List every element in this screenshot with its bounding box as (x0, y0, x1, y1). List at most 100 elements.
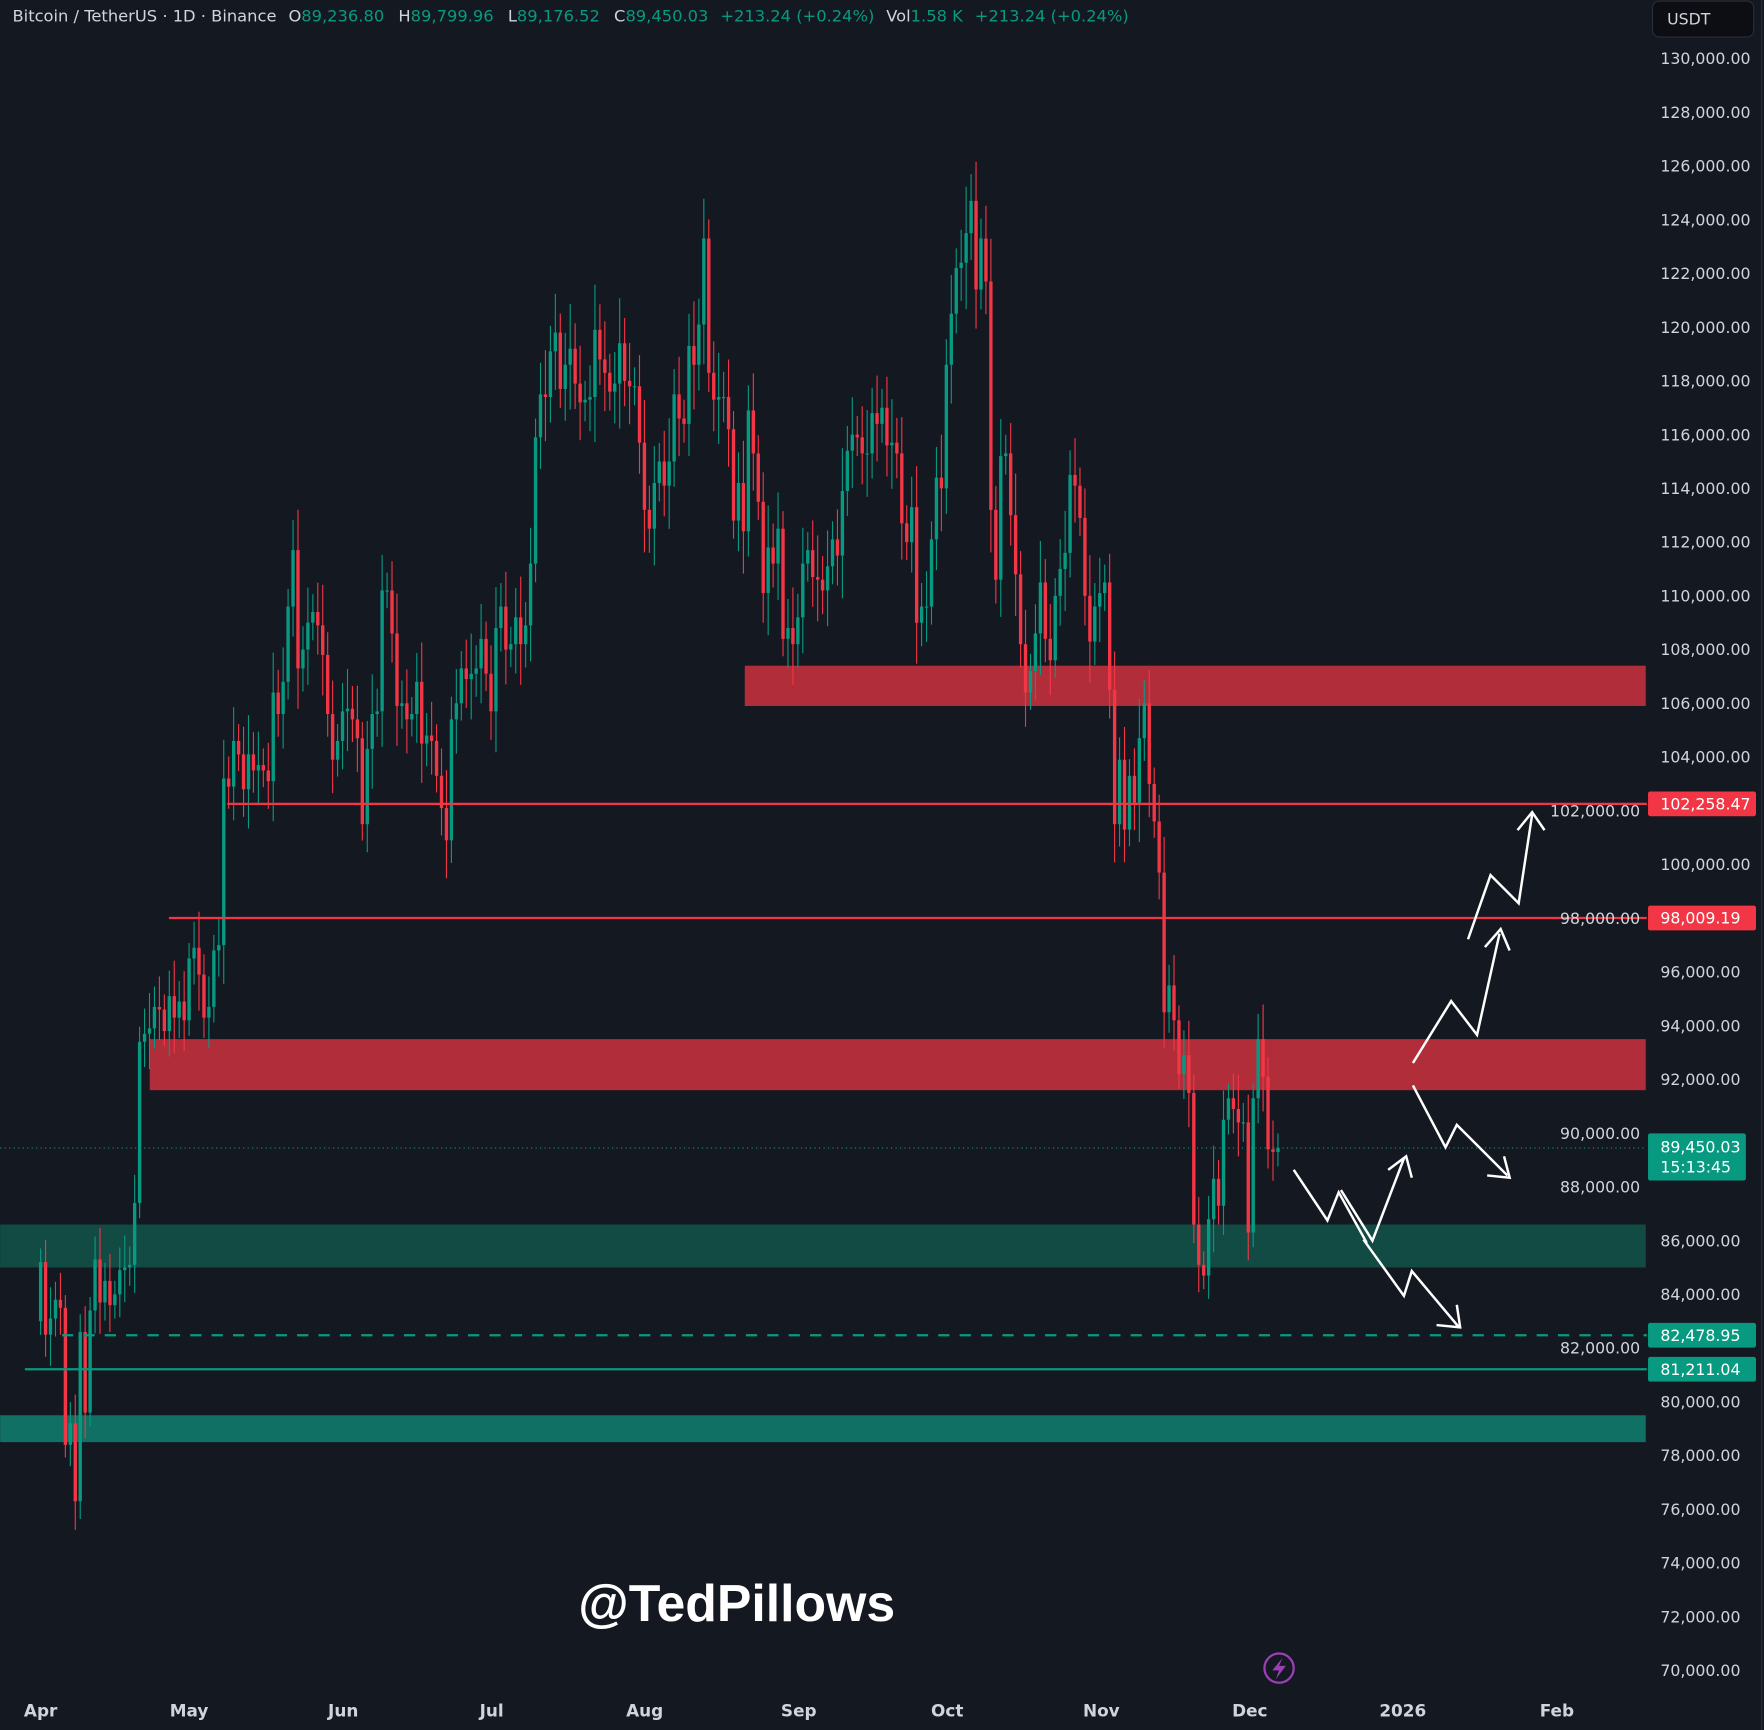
candle-body (578, 383, 582, 403)
candle-body (776, 528, 780, 564)
arrow-path-rejection[interactable] (1411, 1084, 1509, 1177)
y-tick-label: 120,000.00 (1660, 318, 1750, 337)
y-tick-label: 94,000.00 (1660, 1016, 1740, 1035)
candle-body (1157, 821, 1161, 873)
y-tick-label: 124,000.00 (1660, 210, 1750, 229)
candle-body (919, 606, 924, 623)
candle-body (1058, 568, 1062, 596)
y-tick-label: 74,000.00 (1660, 1554, 1740, 1573)
last-price-label: 89,450.03 (1660, 1137, 1740, 1156)
candle-body (830, 539, 835, 567)
candle-body (603, 359, 607, 373)
candle-body (1142, 703, 1146, 739)
candle-body (400, 703, 404, 706)
candle-body (1246, 1122, 1250, 1233)
candle-body (895, 442, 899, 454)
arrow-path-breakdown[interactable] (1362, 1238, 1460, 1329)
candle-body (494, 628, 498, 712)
x-tick-label: Nov (1083, 1701, 1120, 1721)
candle-body (256, 765, 261, 771)
candle-body (271, 692, 275, 782)
candle-body (504, 606, 508, 650)
candle-body (746, 410, 751, 532)
candle-body (865, 453, 869, 455)
candle-body (132, 1203, 137, 1265)
candle-body (1063, 552, 1067, 569)
candle-body (1013, 515, 1018, 575)
candle-body (207, 1006, 211, 1018)
open-value: 89,236.80 (301, 6, 384, 25)
candle-body (1018, 574, 1023, 645)
candle-body (1043, 582, 1048, 639)
last-price-tag (1648, 1133, 1746, 1181)
symbol-title[interactable]: Bitcoin / TetherUS · 1D · Binance (13, 6, 277, 25)
candle-body (335, 740, 340, 760)
candle-body (113, 1294, 117, 1306)
arrow-head (1487, 1156, 1512, 1180)
candle-body (692, 345, 696, 365)
projection-arrows[interactable] (1292, 810, 1546, 1329)
candle-body (1088, 595, 1092, 642)
candle-body (1137, 738, 1142, 803)
candle-body (1197, 1224, 1201, 1265)
x-tick-label: Aug (626, 1701, 663, 1721)
candle-body (385, 590, 389, 592)
candle-body (845, 450, 850, 492)
candle-body (954, 268, 958, 314)
candle-body (429, 735, 434, 741)
arrow-path-down-to-support[interactable] (1292, 1169, 1368, 1244)
candle-body (58, 1299, 63, 1308)
candle-body (1241, 1122, 1245, 1124)
arrow-path-breakout-1[interactable] (1411, 933, 1501, 1064)
candle-body (479, 638, 483, 669)
candle-body (1038, 582, 1043, 634)
candle-body (1048, 638, 1052, 661)
level-price-tag (1648, 791, 1756, 817)
candle-body (934, 477, 939, 540)
candle-body (835, 539, 840, 556)
lightning-icon[interactable] (1263, 1652, 1295, 1684)
candle-body (924, 606, 929, 608)
candle-body (1256, 1039, 1260, 1099)
candle-body (890, 442, 894, 446)
candle-body (73, 1423, 77, 1502)
candle-body (276, 692, 280, 715)
candle-body (994, 509, 998, 580)
y-tick-label: 84,000.00 (1660, 1285, 1740, 1304)
candle-body (726, 397, 731, 430)
resistance-zone (149, 1039, 1646, 1091)
candle-body (316, 611, 320, 626)
candle-body (311, 611, 315, 623)
x-tick-label: Jun (327, 1701, 358, 1721)
candle-body (514, 617, 518, 645)
candle-body (246, 754, 251, 790)
candle-body (642, 442, 647, 510)
candle-body (1083, 517, 1087, 596)
y-tick-label: 122,000.00 (1660, 264, 1750, 283)
candle-body (999, 456, 1003, 580)
candle-body (939, 477, 944, 489)
candle-body (152, 1006, 157, 1029)
candle-body (984, 238, 988, 282)
candle-body (167, 996, 171, 1032)
currency-button[interactable]: USDT (1651, 0, 1755, 38)
candle-body (914, 507, 919, 623)
candle-body (618, 343, 622, 384)
candle-body (93, 1259, 97, 1311)
price-axis[interactable] (1646, 0, 1764, 1730)
arrow-path-breakout-2[interactable] (1466, 814, 1534, 940)
candle-body (543, 394, 548, 398)
candle-body (78, 1331, 82, 1502)
candle-body (415, 681, 419, 715)
candle-body (568, 348, 572, 365)
candle-body (128, 1264, 132, 1268)
arrow-path-bounce-up[interactable] (1339, 1158, 1406, 1244)
candle-body (929, 539, 934, 607)
x-tick-label: Sep (781, 1701, 817, 1721)
candle-body (63, 1307, 68, 1445)
y-tick-label: 72,000.00 (1660, 1607, 1740, 1626)
candle-body (1226, 1098, 1231, 1120)
y-tick-label: 82,000.00 (1560, 1339, 1640, 1358)
candle-body (390, 590, 394, 634)
